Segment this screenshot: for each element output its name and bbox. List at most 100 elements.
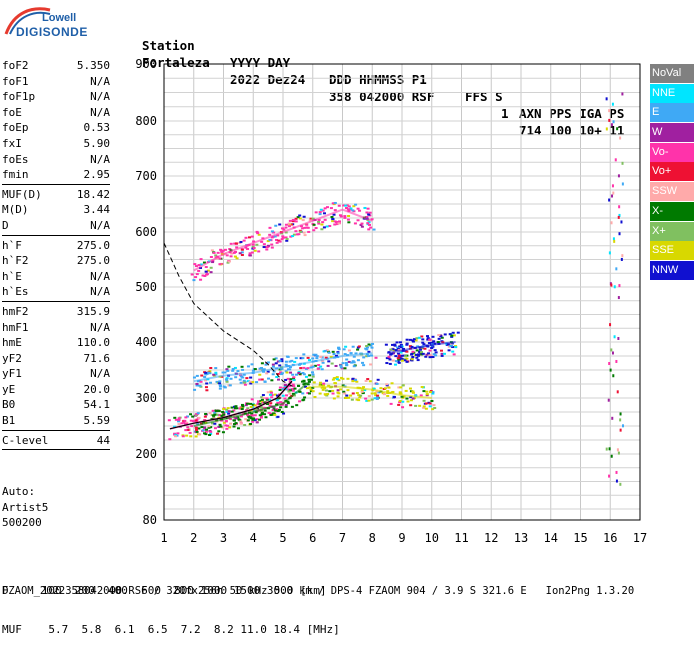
echo-point [430,346,434,349]
param-value: 0.53 [83,121,111,135]
echo-point [319,208,323,211]
echo-point [292,379,296,382]
echo-point [608,447,611,451]
echo-point [357,399,361,402]
echo-point [399,392,403,395]
echo-point [323,349,327,352]
echo-point [268,226,272,229]
header-axn-label: AXN PPS IGA PS [519,106,625,121]
param-value: 5.59 [83,414,111,428]
echo-point [257,233,261,236]
echo-point [342,348,346,351]
echo-point [298,390,302,393]
echo-point [209,255,213,258]
echo-point [439,335,443,338]
echo-point [239,420,243,423]
echo-point [362,356,366,359]
param-name: fxI [2,136,22,150]
echo-point [428,349,432,352]
echo-point [450,344,454,347]
echo-point [321,361,325,364]
echo-point [260,396,264,399]
echo-point [271,363,275,366]
header-time-label: DDD HHMMSS P1 [329,72,427,87]
auto-label: Auto: [2,485,36,498]
echo-point [352,355,356,358]
echo-point [218,423,222,426]
legend-item-ssw: SSW [650,182,694,202]
echo-point [612,120,615,124]
echo-point [612,237,615,241]
echo-point [346,377,350,380]
echo-point [372,387,376,390]
echo-point [317,220,321,223]
echo-point [218,385,222,388]
echo-point [204,379,208,382]
header-ffs-value: 1 [501,106,509,121]
echo-point [216,432,220,435]
echo-point [278,359,282,362]
echo-point [291,220,295,223]
echo-point [356,219,360,222]
echo-point [416,354,420,357]
echo-point [367,221,371,224]
echo-point [442,352,446,355]
echo-point [228,248,232,251]
echo-point [204,371,208,374]
echo-point [310,364,314,367]
echo-point [191,415,195,418]
echo-point [403,358,407,361]
echo-point [405,397,409,400]
echo-point [621,254,624,258]
echo-point [226,407,230,410]
echo-point [226,369,230,372]
echo-point [394,363,398,366]
auto-program: Artist5 [2,500,49,514]
echo-point [264,363,268,366]
echo-point [351,392,355,395]
echo-point [259,410,263,413]
echo-point [240,254,244,257]
echo-point [385,384,389,387]
param-row: fmin 2.95 [2,167,110,183]
echo-point [367,399,371,402]
echo-point [365,345,369,348]
distance-muf-table: D 100 200 400 600 800 1000 1500 3000 [km… [2,558,340,649]
echo-point [349,352,353,355]
echo-point [303,234,307,237]
echo-point [379,387,383,390]
legend-item-vo-: Vo+ [650,162,694,182]
param-name: yF2 [2,351,22,365]
echo-point [306,367,310,370]
echo-point [225,254,229,257]
echo-point [201,274,205,277]
echo-point [221,249,225,252]
echo-point [321,209,325,212]
echo-point [343,216,347,219]
echo-point [408,345,412,348]
echo-point [219,425,223,428]
echo-point [260,362,264,365]
echo-point [276,234,280,237]
echo-point [262,397,266,400]
echo-point [299,357,303,360]
echo-point [297,233,301,236]
echo-point [306,387,310,390]
echo-point [250,235,254,238]
echo-point [387,356,391,359]
echo-point [260,240,264,243]
echo-point [217,409,221,412]
echo-point [218,263,222,266]
echo-point [306,392,310,395]
echo-point [251,381,255,384]
echo-point [355,391,359,394]
echo-point [419,394,423,397]
echo-point [292,385,296,388]
echo-trace-line [193,380,311,427]
echo-point [429,390,433,393]
echo-point [289,371,293,374]
echo-point [333,209,337,212]
echo-point [212,416,216,419]
echo-point [306,356,310,359]
echo-point [246,365,250,368]
